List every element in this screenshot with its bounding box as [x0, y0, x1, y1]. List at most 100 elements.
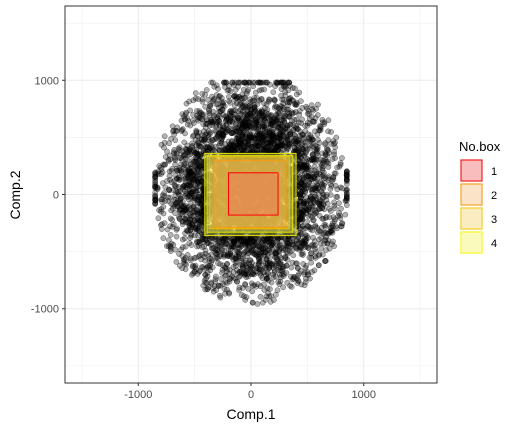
data-point	[300, 252, 306, 258]
data-point	[265, 260, 271, 267]
data-point	[220, 111, 227, 118]
data-point	[167, 194, 173, 201]
data-point	[293, 91, 300, 98]
data-point	[203, 87, 210, 93]
data-point	[301, 152, 307, 159]
data-point	[160, 204, 167, 210]
data-point	[240, 108, 246, 115]
data-point	[272, 83, 278, 90]
data-point	[311, 163, 318, 170]
data-point	[181, 162, 188, 168]
data-point	[299, 171, 306, 178]
data-point	[160, 210, 167, 217]
data-point	[204, 273, 211, 280]
data-point	[162, 161, 169, 168]
data-point	[251, 282, 258, 288]
data-point	[296, 111, 303, 118]
data-point	[319, 173, 325, 180]
data-point	[303, 162, 310, 169]
data-point	[184, 208, 190, 215]
data-point	[225, 245, 232, 252]
data-point	[278, 92, 284, 99]
data-point	[307, 209, 314, 215]
data-point	[227, 275, 234, 282]
data-point	[313, 145, 320, 152]
data-point	[297, 183, 304, 190]
data-point	[333, 134, 340, 141]
data-point	[182, 184, 189, 191]
data-point	[153, 197, 160, 203]
data-point	[325, 137, 332, 143]
data-point	[331, 202, 338, 209]
data-point	[319, 181, 326, 188]
data-point	[249, 98, 256, 104]
data-point	[164, 226, 171, 233]
data-point	[324, 158, 331, 165]
data-point	[327, 192, 334, 198]
data-point	[343, 197, 350, 204]
data-point	[310, 243, 317, 250]
data-point	[286, 113, 293, 120]
data-point	[309, 195, 316, 202]
data-point	[307, 275, 313, 282]
data-point	[181, 116, 188, 123]
data-point	[235, 84, 241, 90]
data-point	[314, 131, 321, 138]
data-point	[264, 126, 270, 133]
data-point	[223, 272, 229, 279]
data-point	[261, 86, 268, 93]
data-point	[319, 195, 326, 202]
data-point	[224, 87, 231, 94]
data-point	[160, 235, 167, 241]
data-point	[193, 226, 200, 233]
data-point	[343, 172, 350, 179]
data-point	[235, 115, 242, 122]
data-point	[216, 147, 223, 154]
data-point	[168, 207, 175, 214]
data-point	[241, 293, 247, 300]
data-point	[244, 131, 251, 137]
data-point	[316, 236, 322, 243]
data-point	[179, 111, 186, 118]
data-point	[302, 179, 309, 185]
data-point	[248, 259, 255, 266]
data-point	[254, 301, 261, 307]
data-point	[242, 94, 248, 101]
data-point	[166, 140, 172, 147]
data-point	[315, 199, 321, 206]
data-point	[192, 90, 199, 96]
data-point	[245, 79, 252, 86]
data-point	[202, 286, 209, 293]
data-point	[209, 245, 215, 252]
data-point	[223, 265, 230, 272]
data-point	[337, 215, 344, 222]
data-point	[336, 200, 342, 207]
data-point	[306, 115, 313, 122]
data-point	[309, 189, 316, 196]
data-point	[289, 85, 296, 91]
data-point	[235, 139, 241, 145]
data-point	[319, 251, 326, 258]
data-point	[311, 118, 318, 125]
data-point	[218, 276, 224, 282]
data-point	[173, 233, 180, 240]
data-point	[277, 278, 284, 285]
data-point	[186, 98, 192, 105]
data-point	[339, 185, 345, 192]
data-point	[332, 155, 338, 161]
data-point	[181, 173, 188, 180]
data-point	[301, 136, 307, 142]
data-point	[176, 167, 183, 174]
data-point	[231, 93, 237, 100]
data-point	[187, 188, 193, 195]
data-point	[342, 211, 349, 218]
data-point	[166, 173, 173, 179]
data-point	[317, 127, 324, 133]
data-point	[197, 178, 204, 185]
data-point	[193, 189, 200, 196]
data-point	[164, 178, 170, 184]
data-point	[162, 198, 168, 204]
data-point	[312, 208, 319, 214]
data-point	[312, 253, 319, 260]
data-point	[314, 112, 321, 118]
